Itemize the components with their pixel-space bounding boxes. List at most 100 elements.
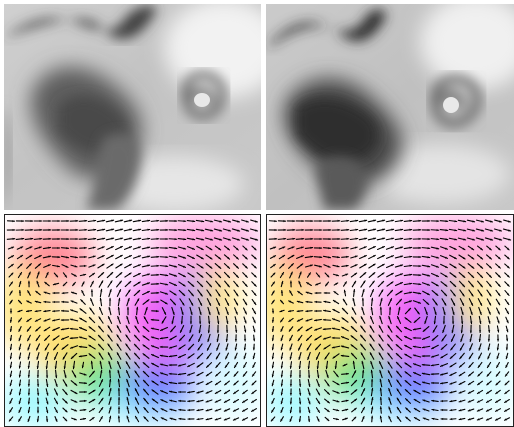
flow-field-2-arrow-head	[336, 409, 339, 412]
flow-field-1-arrow-head	[46, 392, 49, 396]
flow-field-1-arrow-head	[180, 329, 183, 333]
flow-field-2-arrow-head	[283, 219, 286, 223]
flow-field-2-arrow-head	[413, 390, 417, 393]
flow-field-1-arrow-head	[91, 281, 94, 284]
flow-field-1-arrow-head	[174, 237, 177, 241]
flow-field-1-arrow-head	[143, 416, 147, 420]
flow-field-2-arrow-head	[379, 352, 382, 356]
flow-field-1-arrow-head	[138, 219, 141, 222]
flow-field-1-arrow-head	[72, 366, 75, 369]
flow-field-2-arrow-head	[332, 336, 335, 340]
flow-field-1-arrow-head	[187, 373, 190, 376]
flow-field-1-arrow-head	[160, 328, 163, 331]
flow-field-1-arrow-head	[93, 228, 96, 231]
flow-field-2-arrow-head	[345, 264, 349, 268]
flow-field-1-arrow-head	[169, 399, 173, 402]
flow-field-1-arrow-head	[138, 273, 141, 276]
flow-field-1-arrow-head	[90, 361, 93, 364]
flow-field-2-arrow-head	[345, 408, 348, 411]
flow-field-1-arrow-head	[111, 228, 114, 231]
flow-field-2-arrow-head	[487, 347, 490, 351]
flow-field-1-arrow-head	[9, 374, 12, 377]
flow-field-1-arrow-head	[36, 419, 40, 422]
flow-field-2-arrow-head	[436, 247, 439, 250]
flow-field-1-arrow-head	[251, 418, 254, 421]
flow-field-1-arrow-head	[64, 375, 67, 378]
grayscale-frame-1-swirl-center	[194, 93, 210, 107]
flow-field-1-arrow-head	[226, 312, 229, 315]
flow-field-2-arrow-head	[334, 366, 337, 369]
flow-field-1-arrow-head	[43, 300, 47, 304]
flow-field-1-arrow-head	[48, 255, 51, 258]
flow-field-1-arrow-head	[52, 338, 56, 341]
flow-field-1-arrow-head	[109, 379, 112, 382]
flow-field-2-arrow-head	[289, 281, 293, 284]
grayscale-frame-1-bright-region	[164, 4, 261, 98]
flow-field-1-arrow-head	[178, 399, 181, 403]
flow-field-1-arrow-head	[129, 237, 132, 240]
flow-field-2-arrow-head	[496, 347, 500, 350]
flow-field-2-arrow-head	[381, 281, 384, 284]
flow-field-1-arrow-head	[127, 298, 130, 301]
flow-field-1-arrow-head	[147, 237, 150, 240]
flow-field-2-arrow-head	[272, 290, 275, 294]
flow-field-1-arrow-head	[53, 283, 56, 286]
flow-field-2-arrow-head	[454, 220, 457, 223]
flow-field-1-arrow-head	[218, 247, 221, 250]
flow-field-1-arrow-head	[227, 284, 230, 287]
flow-field-2-arrow-head	[433, 321, 436, 324]
flow-field-2-arrow-head	[413, 328, 416, 331]
flow-field-2-arrow-head	[362, 379, 365, 382]
flow-field-1-arrow-head	[183, 247, 186, 250]
flow-field-2-arrow-head	[271, 347, 275, 350]
flow-field-1-arrow-head	[30, 237, 33, 240]
flow-field-2-arrow-head	[405, 398, 408, 401]
flow-field-1-arrow-head	[83, 408, 86, 412]
flow-field-2-arrow-head	[442, 321, 446, 324]
flow-field-2-arrow-head	[440, 382, 443, 385]
grayscale-frame-1-dark-wedge	[86, 133, 141, 210]
flow-field-1-arrow-head	[138, 237, 141, 240]
flow-field-1-arrow-head	[92, 264, 96, 267]
flow-field-1-arrow-head	[75, 237, 78, 241]
flow-field-1-arrow-head	[245, 265, 248, 269]
flow-field-1-arrow-head	[224, 391, 227, 394]
flow-field-2-blue-lower	[377, 361, 453, 409]
flow-field-2-arrow-head	[396, 362, 399, 365]
flow-field-2-arrow-head	[468, 391, 471, 394]
flow-field-2-arrow-head	[378, 334, 382, 338]
flow-field-2-arrow-head	[353, 417, 356, 420]
flow-field-2-arrow-head	[481, 238, 484, 241]
flow-field-1-arrow-head	[129, 219, 132, 222]
flow-field-2-arrow-head	[506, 283, 510, 287]
flow-field-1-arrow-head	[126, 316, 129, 319]
flow-field-2-arrow-head	[292, 219, 295, 223]
flow-field-1-arrow-head	[44, 328, 47, 331]
flow-field-1-arrow-head	[36, 384, 40, 387]
flow-field-1-arrow-head	[100, 379, 103, 382]
flow-field-2-arrow-head	[298, 357, 301, 360]
flow-field-1-arrow-head	[206, 400, 209, 403]
flow-field-2-arrow-head	[279, 309, 283, 313]
flow-field-1-arrow-head	[217, 312, 220, 315]
flow-field-1-arrow-head	[206, 409, 209, 412]
flow-field-2-arrow-head	[454, 238, 457, 241]
flow-field-1-arrow-head	[74, 383, 77, 386]
flow-field-2-arrow-head	[452, 312, 455, 315]
flow-field-1-arrow-head	[83, 264, 87, 268]
flow-field-2-arrow-head	[405, 389, 408, 392]
flow-field-2-arrow-head	[328, 256, 331, 259]
flow-field-1-arrow-head	[35, 291, 39, 294]
flow-field-2-arrow-head	[506, 256, 510, 259]
flow-field-1-arrow-head	[219, 238, 222, 241]
flow-field-1-arrow-head	[215, 409, 218, 412]
flow-field-1-arrow-head	[117, 325, 120, 329]
flow-field-2-arrow-head	[463, 220, 466, 223]
flow-field-1-arrow-head	[224, 400, 227, 403]
flow-field-2-arrow-head	[332, 346, 335, 349]
flow-field-1-arrow-head	[110, 255, 114, 258]
flow-field-1-arrow-head	[100, 416, 103, 420]
flow-field-1-arrow-head	[183, 219, 186, 223]
flow-field-1-arrow-head	[192, 220, 195, 223]
flow-field-2-arrow-head	[346, 219, 349, 222]
